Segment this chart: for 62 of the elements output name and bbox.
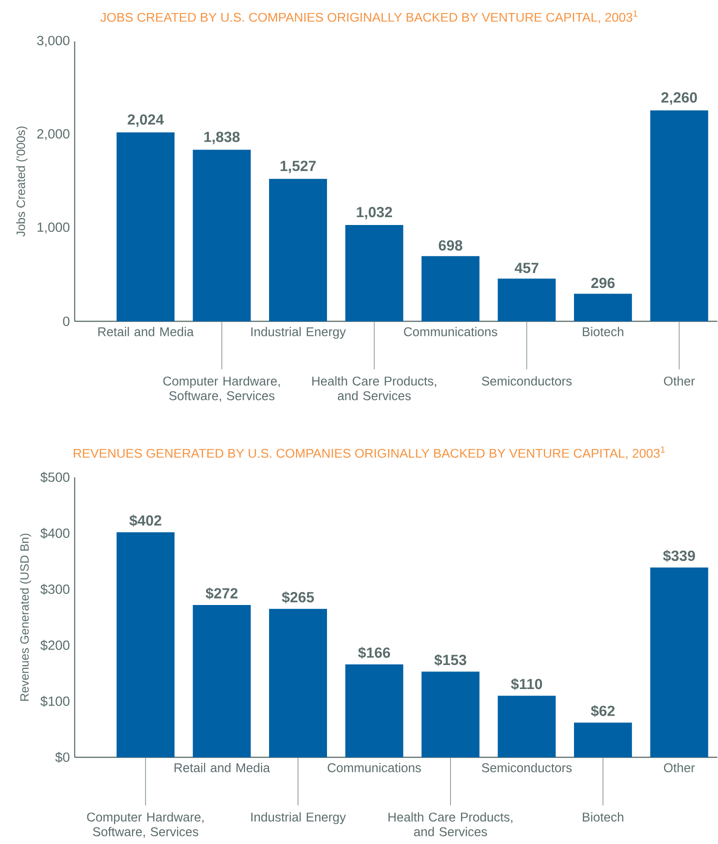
bar [650, 110, 708, 322]
x-tick-label: Semiconductors [482, 376, 572, 386]
bar [574, 722, 632, 758]
x-tick-label: Biotech [582, 812, 624, 822]
bar [116, 532, 175, 758]
data-label: $402 [129, 514, 162, 527]
bar [422, 672, 480, 758]
x-tick-label: Communications [404, 326, 498, 336]
data-label: 1,527 [280, 160, 316, 174]
x-tick-label: Industrial Energy [251, 326, 346, 339]
data-label: 2,024 [128, 114, 164, 127]
data-label: $265 [282, 591, 314, 604]
x-tick-label: Semiconductors [482, 762, 572, 772]
y-tick-label: 1,000 [38, 222, 70, 234]
chart-title: JOBS CREATED BY U.S. COMPANIES ORIGINALLY BACKED BY VENTURE CAPITAL, 2003$^{1}$ [100, 10, 638, 24]
data-label: $272 [206, 587, 238, 600]
y-tick-label: $500 [40, 472, 70, 483]
data-label: 698 [438, 240, 462, 251]
data-label: 1,032 [356, 206, 392, 220]
data-label: 2,260 [661, 92, 697, 105]
y-tick-label: 3,000 [37, 36, 70, 47]
data-label: $110 [511, 678, 542, 690]
y-tick-label: 0 [63, 316, 70, 326]
data-label: $62 [590, 705, 615, 718]
x-tick-label: Communications [328, 762, 421, 772]
bar [116, 132, 175, 322]
bar [345, 225, 404, 322]
data-label: 457 [514, 262, 538, 274]
x-tick-label: Biotech [582, 326, 624, 336]
y-axis-title: Revenues Generated (USD Bn) [20, 534, 32, 701]
x-tick-label: Computer Hardware, Software, Services [87, 812, 204, 838]
data-label: 1,838 [204, 132, 240, 144]
y-axis-title: Jobs Created ('000s) [16, 126, 28, 237]
x-tick-label: Other [664, 762, 695, 772]
bar [345, 664, 404, 758]
data-label: $339 [663, 550, 695, 562]
x-tick-label: Computer Hardware, Software, Services [163, 376, 280, 402]
x-tick-label: Health Care Products, and Services [388, 812, 512, 836]
bar [422, 256, 480, 322]
x-tick-label: Retail and Media [98, 326, 194, 336]
bar [574, 294, 632, 322]
data-label: 296 [591, 278, 615, 288]
bar [269, 178, 327, 322]
bar [650, 567, 708, 758]
bar [192, 150, 251, 322]
y-tick-label: $0 [55, 752, 70, 763]
y-tick-label: $400 [40, 528, 70, 539]
x-tick-label: Retail and Media [174, 762, 270, 772]
y-tick-label: 2,000 [37, 129, 70, 140]
x-tick-label: Health Care Products, and Services [312, 376, 436, 400]
data-label: $153 [434, 654, 466, 666]
bar [498, 278, 556, 322]
data-label: $166 [358, 646, 390, 659]
x-tick-label: Industrial Energy [251, 812, 346, 824]
y-tick-label: $100 [40, 696, 70, 707]
y-tick-label: $300 [40, 584, 70, 595]
bar [269, 608, 327, 758]
chart-title: REVENUES GENERATED BY U.S. COMPANIES ORIGINALLY BACKED BY VENTURE CAPITAL, 2003$^{1}$ [74, 446, 665, 460]
bar [498, 696, 556, 758]
y-tick-label: $200 [40, 640, 70, 651]
bar [192, 605, 251, 758]
x-tick-label: Other [664, 376, 695, 386]
